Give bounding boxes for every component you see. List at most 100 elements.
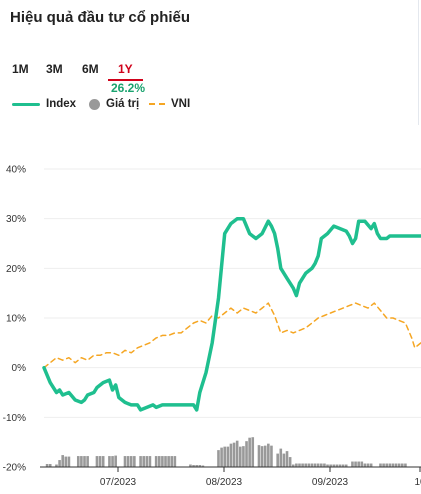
value-bar: [64, 456, 68, 467]
value-bar: [332, 464, 336, 467]
value-bar: [55, 464, 58, 467]
y-tick-label: 30%: [6, 214, 26, 225]
value-bar: [83, 456, 86, 467]
value-bar: [354, 461, 357, 467]
legend-value[interactable]: Giá trị: [89, 98, 139, 110]
value-bar: [157, 456, 161, 467]
legend-value-label: Giá trị: [106, 98, 140, 110]
value-bar: [313, 463, 317, 467]
value-bar: [95, 456, 99, 467]
value-bar: [285, 451, 289, 467]
value-bar: [251, 437, 255, 467]
value-bar: [382, 463, 385, 467]
performance-value: 26.2%: [111, 81, 146, 95]
y-tick-label: 20%: [6, 264, 26, 275]
line-swatch-icon: [12, 102, 40, 106]
value-bar: [148, 456, 152, 467]
value-bar: [76, 456, 80, 467]
value-bar: [307, 463, 311, 467]
value-bar: [67, 456, 71, 467]
chart-series: [42, 216, 421, 412]
value-bar: [270, 445, 273, 467]
tab-1y[interactable]: 1Y: [118, 62, 133, 76]
value-bar: [217, 450, 220, 467]
value-bar: [369, 463, 373, 467]
value-bar: [129, 456, 133, 467]
y-tick-label: -20%: [3, 463, 26, 474]
value-bar: [394, 463, 398, 467]
value-bar: [291, 464, 295, 467]
value-bar: [341, 464, 345, 467]
value-bar: [391, 463, 395, 467]
tab-1m[interactable]: 1M: [12, 62, 29, 76]
value-bar: [86, 456, 89, 467]
value-bar: [139, 456, 142, 467]
value-bar: [310, 463, 314, 467]
value-bar: [295, 463, 298, 467]
x-tick-label: 10: [414, 477, 421, 488]
tab-3m[interactable]: 3M: [46, 62, 63, 76]
value-bar: [351, 461, 354, 467]
x-tick-label: 09/2023: [312, 477, 349, 488]
value-bar: [154, 456, 158, 467]
value-bar: [363, 463, 367, 467]
value-bar: [98, 456, 102, 467]
value-bar: [201, 465, 205, 467]
value-bar: [397, 463, 401, 467]
value-bar: [279, 448, 283, 467]
value-bar: [58, 460, 61, 467]
value-bar: [142, 456, 146, 467]
value-bar: [170, 456, 174, 467]
value-bar: [164, 456, 167, 467]
value-bar: [245, 441, 248, 467]
value-bar: [288, 457, 292, 467]
value-bar: [316, 463, 320, 467]
legend-vni[interactable]: VNI: [149, 98, 190, 110]
value-bar: [366, 463, 370, 467]
value-bar: [161, 456, 164, 467]
value-bar: [379, 463, 382, 467]
performance-chart: 40% 30% 20% 10% 0% -10% -20% 07/2023 08/2023 09/…: [3, 165, 421, 488]
legend-index-label: Index: [46, 98, 77, 110]
tab-6m[interactable]: 6M: [82, 62, 99, 76]
value-bar: [189, 464, 192, 467]
value-bar: [220, 447, 223, 467]
value-bar: [344, 464, 348, 467]
dot-swatch-icon: [89, 98, 100, 110]
value-bar: [357, 461, 360, 467]
value-bar: [335, 464, 339, 467]
value-bar: [195, 465, 198, 467]
value-bar: [145, 456, 149, 467]
value-bar: [276, 453, 279, 467]
value-bar: [48, 464, 52, 467]
value-bar: [192, 465, 195, 467]
value-bar: [173, 456, 177, 467]
value-bar: [298, 463, 301, 467]
value-bar: [232, 442, 236, 467]
value-bar: [123, 456, 127, 467]
value-bar: [248, 437, 251, 467]
value-bar: [226, 446, 230, 467]
active-tab-underline: [108, 79, 143, 81]
value-bar: [61, 455, 64, 467]
y-tick-label: 10%: [6, 314, 26, 325]
value-bar: [260, 446, 264, 467]
value-bar: [319, 463, 323, 467]
x-axis-ticks: 07/2023 08/2023 09/2023 10: [100, 467, 421, 488]
value-bar: [360, 461, 364, 467]
value-bar: [111, 456, 114, 467]
value-bar: [45, 464, 49, 467]
dash-swatch-icon: [149, 103, 165, 105]
value-bar: [229, 443, 233, 467]
legend-index[interactable]: Index: [12, 98, 76, 110]
y-axis-labels: 40% 30% 20% 10% 0% -10% -20%: [3, 165, 26, 474]
value-bar: [223, 446, 227, 467]
page-title: Hiệu quả đầu tư cổ phiếu: [10, 9, 191, 26]
x-tick-label: 08/2023: [206, 477, 243, 488]
value-bar: [238, 446, 242, 467]
value-bar: [235, 440, 239, 467]
value-bar: [267, 443, 270, 467]
value-bar: [326, 464, 329, 467]
vni-line: [43, 302, 421, 369]
value-bar: [263, 445, 267, 467]
